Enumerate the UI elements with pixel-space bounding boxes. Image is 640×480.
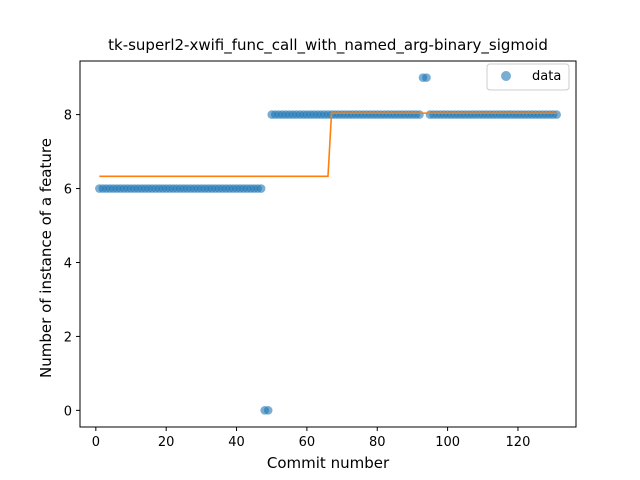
axes-frame xyxy=(79,60,577,428)
data-point-93 xyxy=(422,73,431,82)
x-tick-label-80: 80 xyxy=(369,435,386,450)
legend-marker-data xyxy=(501,71,511,81)
fit-line xyxy=(99,112,557,178)
y-tick-label-0: 0 xyxy=(64,404,72,419)
y-tick-label-6: 6 xyxy=(64,183,72,198)
y-axis-label: Number of instance of a feature xyxy=(37,138,55,378)
legend[interactable]: data xyxy=(486,63,570,91)
y-tick-label-2: 2 xyxy=(64,330,72,345)
legend-label-data: data xyxy=(532,69,561,84)
x-tick-label-100: 100 xyxy=(435,435,460,450)
chart-title: tk-superl2-xwifi_func_call_with_named_ar… xyxy=(108,36,548,55)
data-point-91 xyxy=(415,110,424,119)
x-tick-label-20: 20 xyxy=(158,435,175,450)
x-tick-label-40: 40 xyxy=(228,435,245,450)
x-tick-label-0: 0 xyxy=(92,435,100,450)
x-axis-label: Commit number xyxy=(267,454,390,472)
x-tick-label-60: 60 xyxy=(299,435,316,450)
legend-box xyxy=(486,63,570,91)
y-tick-label-8: 8 xyxy=(64,109,72,124)
data-point-130 xyxy=(552,110,561,119)
data-point-46 xyxy=(256,184,266,193)
x-tick-label-120: 120 xyxy=(506,435,531,450)
data-point-48 xyxy=(263,406,273,415)
x-axis: 0 20 40 60 80 100 120 xyxy=(92,427,531,450)
plot-area xyxy=(79,60,577,428)
y-tick-label-4: 4 xyxy=(64,256,72,271)
y-axis: 0 2 4 6 8 xyxy=(64,109,80,419)
